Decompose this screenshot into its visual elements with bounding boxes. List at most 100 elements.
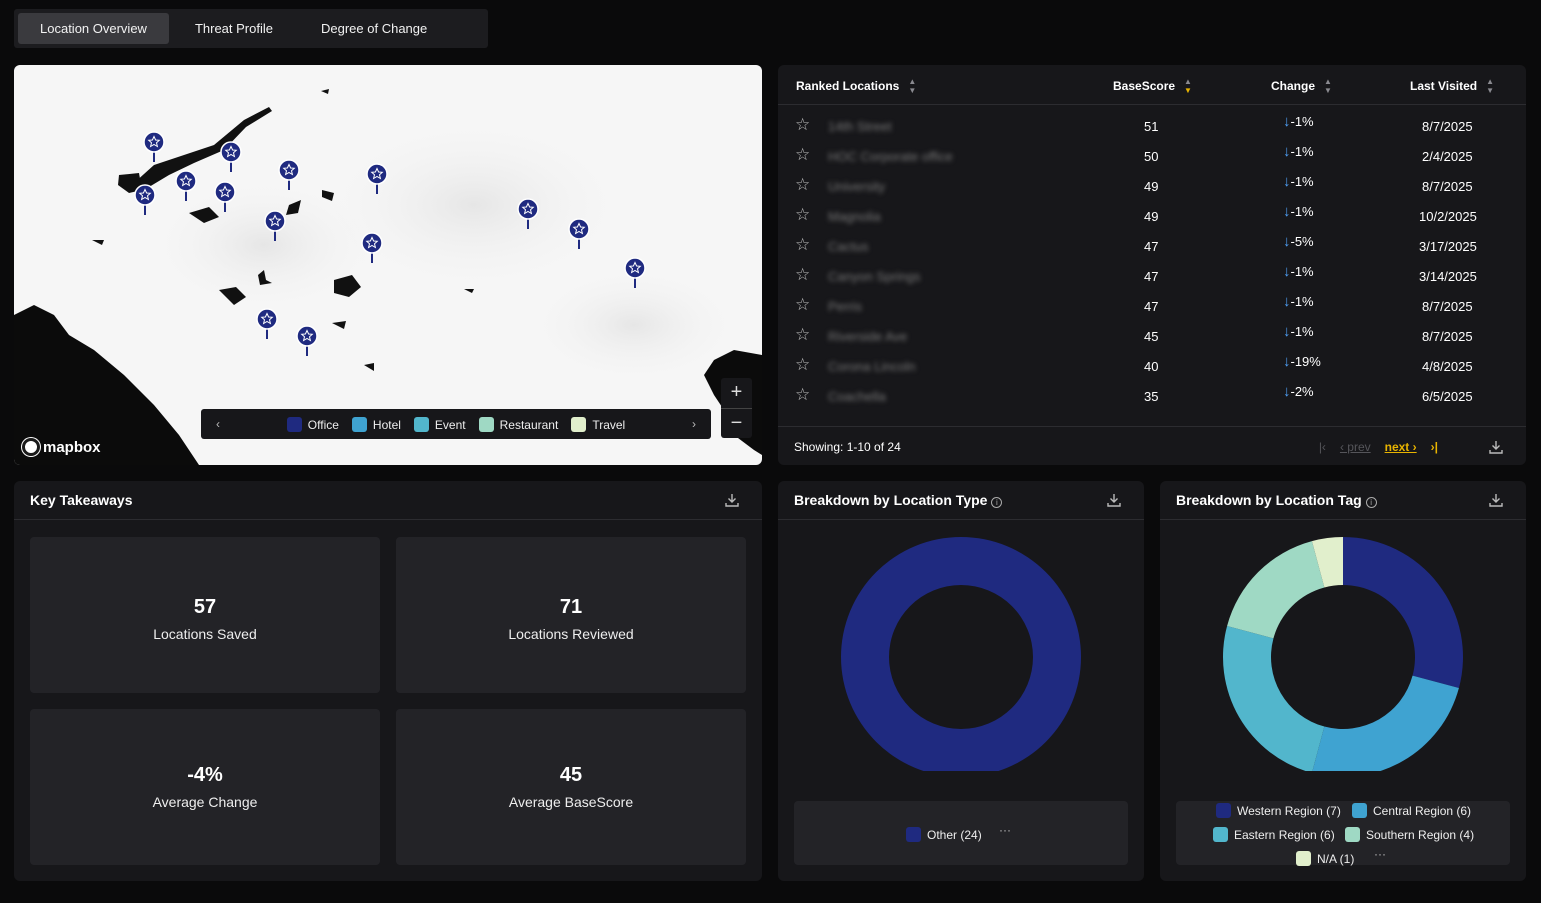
- tab-location-overview[interactable]: Location Overview: [18, 13, 169, 44]
- zoom-in-button[interactable]: +: [730, 381, 743, 403]
- table-row[interactable]: ☆ Corona Lincoln 40 ↓-19% 4/8/2025: [778, 351, 1526, 381]
- last-visited-cell: 8/7/2025: [1422, 299, 1473, 314]
- favorite-star-icon[interactable]: ☆: [795, 205, 811, 224]
- download-icon[interactable]: [1106, 492, 1122, 508]
- location-pin-icon[interactable]: [256, 308, 278, 340]
- key-takeaways-panel: Key Takeaways 57 Locations Saved 71 Loca…: [14, 481, 762, 881]
- location-tag-donut-chart[interactable]: [1160, 521, 1526, 771]
- legend-item-central-region[interactable]: Central Region (6): [1352, 803, 1471, 818]
- table-row[interactable]: ☆ Riverside Ave 45 ↓-1% 8/7/2025: [778, 321, 1526, 351]
- location-name[interactable]: Canyon Springs: [828, 269, 921, 284]
- location-name[interactable]: Riverside Ave: [828, 329, 908, 344]
- table-row[interactable]: ☆ Cactus 47 ↓-5% 3/17/2025: [778, 231, 1526, 261]
- location-pin-icon[interactable]: [175, 170, 197, 202]
- legend-item-travel[interactable]: Travel: [571, 416, 625, 432]
- location-type-donut-chart[interactable]: [778, 521, 1144, 771]
- legend-label-hotel: Hotel: [372, 417, 401, 432]
- location-pin-icon[interactable]: [624, 257, 646, 289]
- table-row[interactable]: ☆ University 49 ↓-1% 8/7/2025: [778, 171, 1526, 201]
- info-icon[interactable]: i: [991, 497, 1003, 508]
- location-name[interactable]: Magnolia: [828, 209, 881, 224]
- legend-more-button[interactable]: ···: [999, 823, 1011, 837]
- legend-next-button[interactable]: ›: [692, 417, 696, 431]
- favorite-star-icon[interactable]: ☆: [795, 295, 811, 314]
- donut-slice-n-a[interactable]: [1311, 537, 1343, 588]
- location-pin-icon[interactable]: [143, 131, 165, 163]
- prev-page-button[interactable]: ‹ prev: [1339, 440, 1371, 454]
- favorite-star-icon[interactable]: ☆: [795, 385, 811, 404]
- location-name[interactable]: Coachella: [828, 389, 886, 404]
- favorite-star-icon[interactable]: ☆: [795, 265, 811, 284]
- table-row[interactable]: ☆ Coachella 35 ↓-2% 6/5/2025: [778, 381, 1526, 411]
- location-pin-icon[interactable]: [214, 181, 236, 213]
- column-header-last-visited[interactable]: Last Visited ▲ ▼: [1410, 77, 1494, 95]
- location-pin-icon[interactable]: [366, 163, 388, 195]
- tab-threat-profile[interactable]: Threat Profile: [194, 21, 273, 36]
- location-pin-icon[interactable]: [568, 218, 590, 250]
- favorite-star-icon[interactable]: ☆: [795, 355, 811, 374]
- down-arrow-icon: ↓: [1283, 173, 1291, 190]
- location-pin-icon[interactable]: [220, 141, 242, 173]
- panel-title: Key Takeaways: [30, 492, 133, 508]
- legend-label: Other (24): [927, 828, 982, 842]
- legend-item-other[interactable]: Other (24): [906, 827, 982, 842]
- column-header-change[interactable]: Change ▲ ▼: [1271, 77, 1332, 95]
- legend-item-hotel[interactable]: Hotel: [351, 416, 401, 432]
- location-pin-icon[interactable]: [278, 159, 300, 191]
- location-pin-icon[interactable]: [296, 325, 318, 357]
- table-row[interactable]: ☆ Perris 47 ↓-1% 8/7/2025: [778, 291, 1526, 321]
- favorite-star-icon[interactable]: ☆: [795, 175, 811, 194]
- location-name[interactable]: Perris: [828, 299, 862, 314]
- donut-slice-other[interactable]: [841, 537, 1081, 771]
- legend-prev-button[interactable]: ‹: [216, 417, 220, 431]
- location-map[interactable]: + − ‹ Office Hotel Event Restaurant Trav…: [14, 65, 762, 465]
- location-pin-icon[interactable]: [264, 210, 286, 242]
- donut-slice-western-region[interactable]: [1343, 537, 1463, 689]
- panel-header: Breakdown by Location Type i: [778, 481, 1144, 520]
- info-icon[interactable]: i: [1365, 497, 1377, 508]
- change-cell: ↓-1%: [1283, 203, 1314, 220]
- download-icon[interactable]: [724, 492, 740, 508]
- location-type-breakdown-panel: Breakdown by Location Type i Other (24) ·…: [778, 481, 1144, 881]
- legend-item-office[interactable]: Office: [286, 416, 339, 432]
- location-name[interactable]: HOC Corporate office: [828, 149, 953, 164]
- legend-item-eastern-region[interactable]: Eastern Region (6): [1213, 827, 1335, 842]
- table-row[interactable]: ☆ 14th Street 51 ↓-1% 8/7/2025: [778, 111, 1526, 141]
- travel-swatch: [571, 416, 587, 432]
- last-page-button[interactable]: ›|: [1430, 440, 1438, 454]
- zoom-out-button[interactable]: −: [721, 408, 752, 438]
- legend-item-western-region[interactable]: Western Region (7): [1216, 803, 1341, 818]
- table-row[interactable]: ☆ Canyon Springs 47 ↓-1% 3/14/2025: [778, 261, 1526, 291]
- favorite-star-icon[interactable]: ☆: [795, 145, 811, 164]
- location-pin-icon[interactable]: [134, 184, 156, 216]
- location-name[interactable]: University: [828, 179, 886, 194]
- legend-more-button[interactable]: ···: [1374, 847, 1386, 861]
- location-pin-icon[interactable]: [517, 198, 539, 230]
- donut-slice-eastern-region[interactable]: [1223, 625, 1325, 771]
- favorite-star-icon[interactable]: ☆: [795, 115, 811, 134]
- donut-slice-central-region[interactable]: [1312, 675, 1459, 771]
- panel-header: Breakdown by Location Tag i: [1160, 481, 1526, 520]
- download-icon[interactable]: [1488, 439, 1504, 455]
- legend-item-southern-region[interactable]: Southern Region (4): [1345, 827, 1474, 842]
- table-row[interactable]: ☆ Magnolia 49 ↓-1% 10/2/2025: [778, 201, 1526, 231]
- legend-item-restaurant[interactable]: Restaurant: [478, 416, 558, 432]
- location-name[interactable]: 14th Street: [828, 119, 892, 134]
- legend-item-event[interactable]: Event: [413, 416, 466, 432]
- favorite-star-icon[interactable]: ☆: [795, 325, 811, 344]
- location-name[interactable]: Cactus: [828, 239, 869, 254]
- location-name[interactable]: Corona Lincoln: [828, 359, 916, 374]
- first-page-button[interactable]: |‹: [1318, 440, 1326, 454]
- favorite-star-icon[interactable]: ☆: [795, 235, 811, 254]
- next-page-button[interactable]: next ›: [1384, 440, 1417, 454]
- column-header-name[interactable]: Ranked Locations ▲ ▼: [796, 77, 916, 95]
- location-pin-icon[interactable]: [361, 232, 383, 264]
- column-header-basescore[interactable]: BaseScore ▲ ▼: [1113, 77, 1192, 95]
- donut-slice-southern-region[interactable]: [1227, 541, 1325, 639]
- table-row[interactable]: ☆ HOC Corporate office 50 ↓-1% 2/4/2025: [778, 141, 1526, 171]
- tab-degree-of-change[interactable]: Degree of Change: [321, 21, 428, 36]
- other-swatch: [906, 827, 921, 842]
- download-icon[interactable]: [1488, 492, 1504, 508]
- legend-item-na[interactable]: N/A (1): [1296, 851, 1354, 866]
- last-visited-cell: 2/4/2025: [1422, 149, 1473, 164]
